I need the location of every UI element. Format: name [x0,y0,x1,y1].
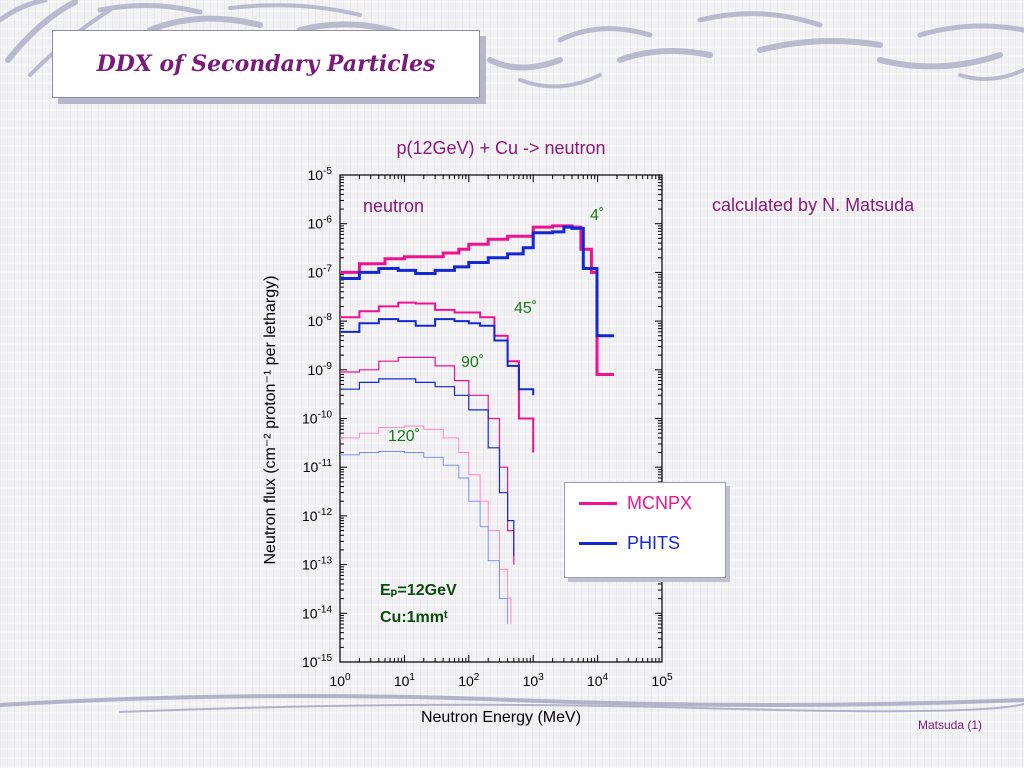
y-tick-label: 10-15 [302,653,332,670]
series-line-phits-5 [340,378,515,556]
series-line-mcnpx-2 [340,301,535,453]
x-tick-label: 100 [329,672,351,689]
y-axis-label: Neutron flux (cm⁻² proton⁻¹ per lethargy… [262,276,279,565]
slide-title-box: DDX of Secondary Particles [52,30,480,98]
y-tick-label: 10-12 [302,507,332,524]
annotation-particle: neutron [363,196,424,216]
footer-text: Matsuda (1) [918,718,983,732]
series-line-phits-3 [340,318,535,396]
slide-title: DDX of Secondary Particles [96,51,436,77]
chart-title: p(12GeV) + Cu -> neutron [396,138,606,158]
y-tick-label: 10-14 [302,604,332,621]
y-tick-label: 10-9 [308,361,333,378]
chart-legend: MCNPX PHITS [564,482,726,578]
legend-swatch-phits [579,542,617,545]
x-axis-label: Neutron Energy (MeV) [421,709,581,726]
y-tick-label: 10-13 [302,556,332,573]
y-tick-label: 10-10 [302,410,332,427]
annotation-angle-90: 90˚ [461,354,484,371]
series-line-mcnpx-0 [340,224,614,376]
legend-label-mcnpx: MCNPX [627,493,693,513]
annotation-angle-4: 4˚ [590,207,604,224]
x-tick-label: 103 [523,672,545,689]
legend-entry-mcnpx: MCNPX [579,493,692,514]
legend-swatch-mcnpx [579,502,617,505]
annotation-beam-energy: Eₚ=12GeV [380,582,457,599]
annotation-target: Cu:1mmᵗ [380,609,448,626]
series-line-phits-7 [340,451,509,625]
legend-label-phits: PHITS [627,533,681,553]
axis-ticks [339,175,662,663]
annotation-angle-45: 45˚ [514,300,537,317]
y-tick-label: 10-8 [308,312,333,329]
annotation-angle-120: 120˚ [388,428,420,445]
x-tick-label: 105 [651,672,673,689]
series-line-mcnpx-4 [340,356,515,565]
x-tick-label: 104 [587,672,609,689]
y-tick-label: 10-7 [308,263,333,280]
legend-entry-phits: PHITS [579,533,680,554]
y-tick-label: 10-5 [308,166,333,183]
y-tick-label: 10-11 [303,458,333,475]
x-tick-label: 102 [458,672,480,689]
y-tick-label: 10-6 [308,215,333,232]
series-line-phits-1 [340,225,614,338]
credit-text: calculated by N. Matsuda [712,195,915,215]
x-tick-label: 101 [394,672,416,689]
